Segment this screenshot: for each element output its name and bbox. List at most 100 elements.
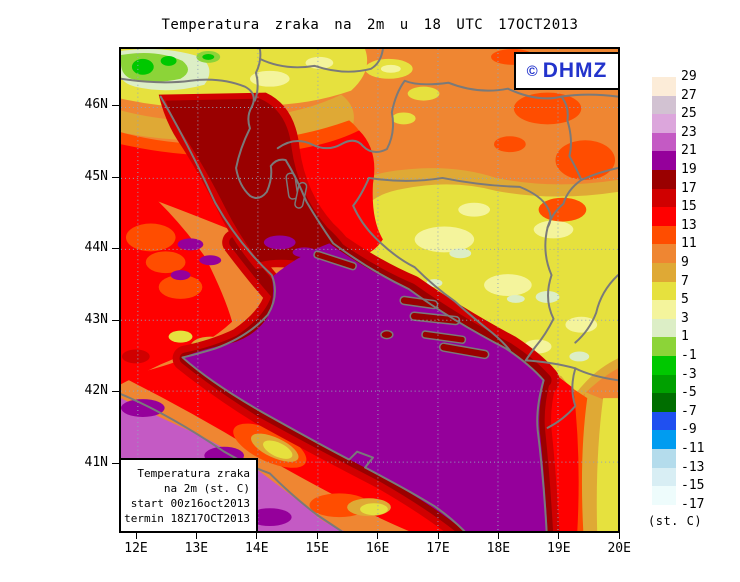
x-tick [437, 533, 439, 539]
y-tick-label: 43N [84, 311, 108, 327]
legend-level-label: 3 [681, 310, 689, 326]
legend-level-label: 17 [681, 180, 697, 196]
italy-tyrrhenian-coastline [121, 393, 343, 531]
y-tick-label: 45N [84, 168, 108, 184]
legend-level-label: 21 [681, 143, 697, 159]
border-drina [524, 226, 555, 362]
coastlines-borders [121, 49, 618, 531]
legend-level-label: 7 [681, 273, 689, 289]
x-tick [195, 533, 197, 539]
legend-swatch [652, 430, 676, 450]
border-danube [580, 167, 618, 181]
legend-swatch [652, 225, 676, 245]
info-line: Temperatura zraka [137, 467, 250, 480]
legend-swatch [652, 374, 676, 394]
info-line: termin 18Z17OCT2013 [124, 512, 250, 525]
legend-level-label: 19 [681, 162, 697, 177]
y-tick [112, 105, 119, 106]
legend-level-label: -3 [681, 366, 697, 382]
y-tick [112, 319, 119, 321]
y-tick [112, 176, 119, 178]
legend-swatch [652, 393, 676, 413]
y-tick-label: 42N [84, 383, 108, 399]
y-tick [112, 463, 119, 464]
legend-swatch [652, 449, 676, 468]
border-croatia-bosnia [352, 176, 511, 352]
legend-swatch [652, 281, 676, 301]
legend-level-label: -9 [681, 422, 697, 438]
legend-level-label: 27 [681, 87, 697, 103]
legend-level-label: -11 [681, 441, 705, 456]
legend-level-label: 15 [681, 199, 697, 215]
x-tick [377, 533, 379, 539]
legend-level-label: -17 [681, 496, 705, 512]
x-tick [558, 533, 560, 539]
x-tick [497, 533, 499, 539]
legend-swatch [652, 95, 676, 115]
x-tick-label: 17E [426, 541, 450, 556]
border-austria-slovenia [258, 49, 384, 73]
legend-swatch [652, 170, 676, 189]
legend-swatch [652, 356, 676, 375]
border-sava [368, 176, 552, 229]
x-tick-label: 19E [547, 541, 571, 556]
y-tick-label: 44N [84, 240, 108, 256]
legend-level-label: 1 [681, 329, 689, 345]
legend-swatch [652, 77, 676, 96]
y-tick [112, 391, 119, 393]
border-hungary-east [560, 93, 618, 98]
legend-swatch [652, 486, 676, 506]
map-plot: © DHMZ Temperatura zraka na 2m (st. C) s… [119, 47, 620, 533]
border-italy-slovenia [253, 49, 262, 102]
x-tick-label: 15E [305, 541, 329, 556]
legend-level-label: 29 [681, 69, 697, 84]
croatia-coastline [121, 77, 548, 531]
x-tick [618, 533, 620, 539]
x-tick-label: 16E [365, 541, 390, 556]
x-tick [256, 533, 258, 539]
info-line: start 00z16oct2013 [130, 497, 250, 510]
legend-swatch [652, 467, 676, 487]
x-tick-label: 20E [607, 541, 631, 556]
info-line: na 2m (st. C) [163, 482, 250, 495]
legend-swatch [652, 132, 676, 152]
temperature-map [121, 49, 618, 531]
legend-level-label: -5 [681, 385, 697, 401]
border-albania [546, 367, 577, 429]
adriatic-sea [181, 243, 548, 531]
legend-level-label: -7 [681, 403, 697, 419]
dhmz-badge: © DHMZ [514, 52, 620, 90]
legend-level-label: 11 [681, 236, 697, 252]
dhmz-label: DHMZ [542, 59, 608, 82]
copyright-icon: © [526, 62, 538, 80]
legend-swatch [652, 114, 676, 134]
legend-level-label: -15 [681, 478, 705, 494]
y-tick [112, 248, 119, 250]
italy-adriatic-coastline [159, 95, 466, 531]
y-tick-label: 46N [84, 97, 108, 112]
x-tick-label: 14E [245, 541, 269, 556]
legend-level-label: 25 [681, 106, 697, 122]
legend-level-label: 13 [681, 217, 697, 233]
x-tick-label: 12E [124, 541, 148, 556]
y-tick-label: 41N [84, 455, 108, 470]
x-tick [135, 533, 137, 539]
legend-level-label: 9 [681, 255, 689, 270]
legend-swatch [652, 207, 676, 227]
legend-swatch [652, 151, 676, 171]
legend-swatch [652, 318, 676, 338]
border-serbia-east [574, 274, 618, 344]
legend-level-label: 23 [681, 124, 697, 140]
info-box: Temperatura zraka na 2m (st. C) start 00… [119, 458, 258, 533]
legend-level-label: -1 [681, 348, 697, 363]
legend-swatch [652, 337, 676, 357]
legend-level-label: -13 [681, 459, 705, 475]
legend-unit-label: (st. C) [648, 514, 703, 528]
x-tick [316, 533, 318, 539]
legend-swatch [652, 411, 676, 431]
map-title: Temperatura zraka na 2m u 18 UTC 17OCT20… [161, 17, 579, 33]
legend-swatch [652, 188, 676, 208]
border-slovenia-croatia-hungary [276, 79, 583, 229]
legend-swatch [652, 300, 676, 320]
